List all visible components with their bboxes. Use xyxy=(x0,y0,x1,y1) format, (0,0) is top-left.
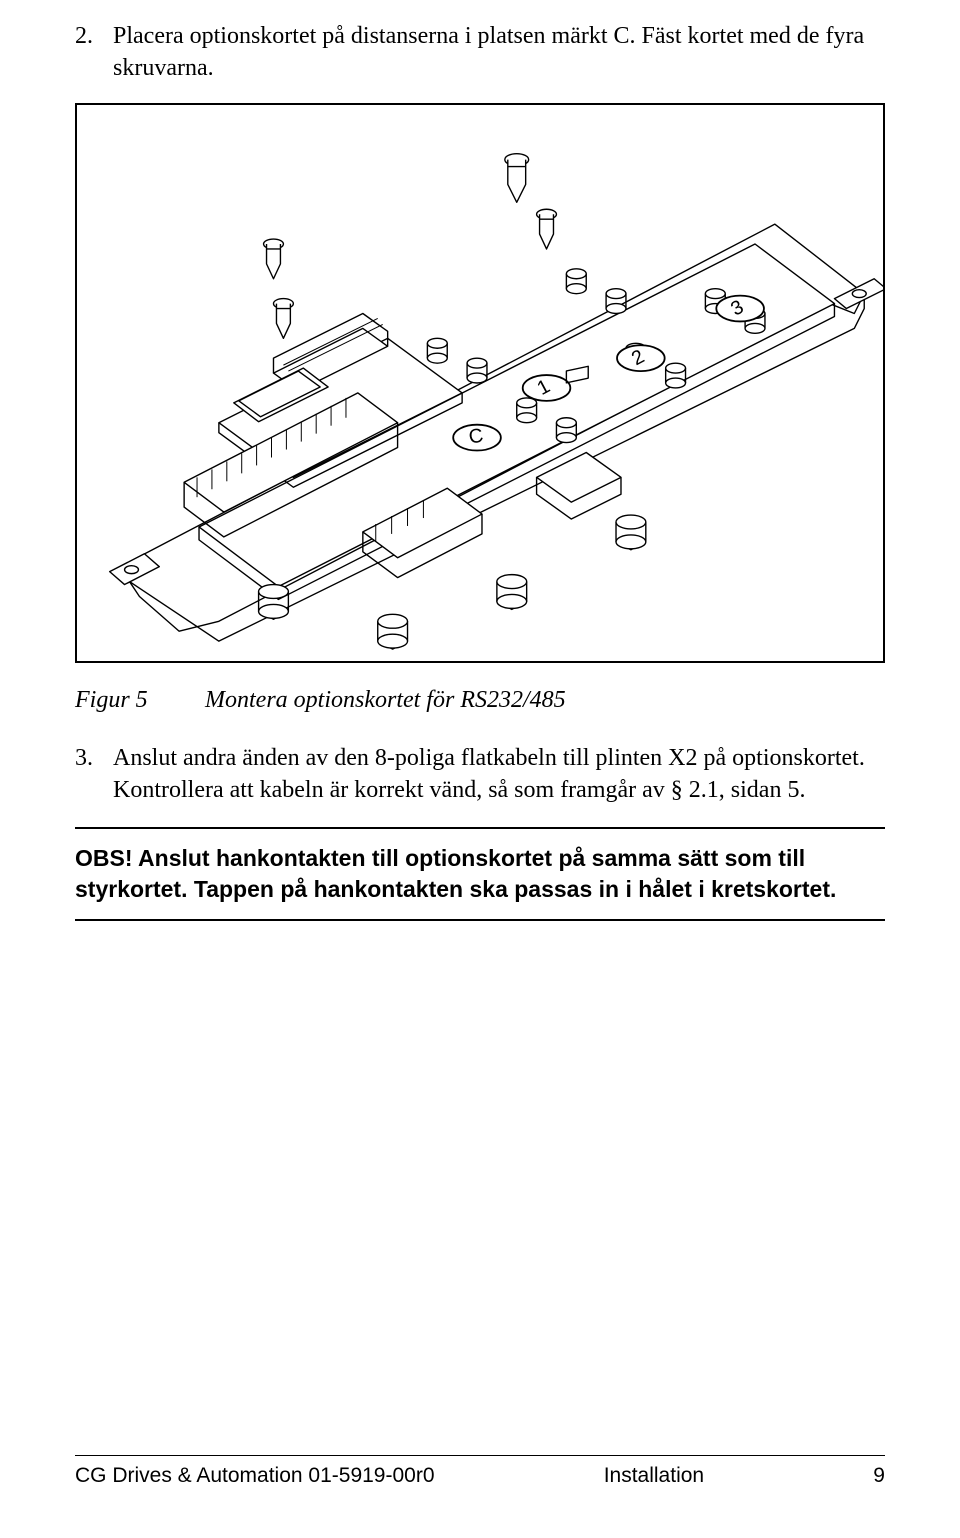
figure-caption-text: Montera optionskortet för RS232/485 xyxy=(205,687,885,714)
step-2-number: 2. xyxy=(75,20,113,85)
pcb-assembly-illustration: C 1 2 3 xyxy=(77,105,883,661)
figure-label: Figur 5 xyxy=(75,687,205,714)
step-3-number: 3. xyxy=(75,742,113,807)
step-2: 2. Placera optionskortet på distanserna … xyxy=(75,20,885,85)
step-3-text: Anslut andra änden av den 8-poliga flatk… xyxy=(113,742,885,807)
footer-page-number: 9 xyxy=(873,1464,885,1488)
step-3: 3. Anslut andra änden av den 8-poliga fl… xyxy=(75,742,885,807)
page-footer: CG Drives & Automation 01-5919-00r0 Inst… xyxy=(75,1455,885,1488)
obs-note: OBS! Anslut hankontakten till optionskor… xyxy=(75,827,885,921)
step-2-text: Placera optionskortet på distanserna i p… xyxy=(113,20,885,85)
footer-section: Installation xyxy=(604,1464,704,1488)
figure-5-diagram: C 1 2 3 xyxy=(75,103,885,663)
figure-5-caption: Figur 5 Montera optionskortet för RS232/… xyxy=(75,687,885,714)
footer-left: CG Drives & Automation 01-5919-00r0 xyxy=(75,1464,435,1488)
obs-text: OBS! Anslut hankontakten till optionskor… xyxy=(75,843,885,905)
